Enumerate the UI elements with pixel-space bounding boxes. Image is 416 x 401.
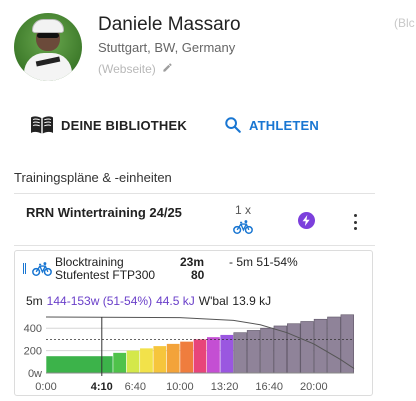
open-book-icon bbox=[31, 116, 53, 134]
workout-power-chart[interactable]: 400 200 0w0:00 4:10 6:40 10:00 13:20 16:40 20:00 bbox=[15, 313, 372, 395]
avatar[interactable] bbox=[14, 13, 82, 81]
interval-stats: 5m 144-153w (51-54%) 44.5 kJ W'bal 13.9 … bbox=[26, 294, 271, 308]
athletes-button[interactable]: ATHLETEN bbox=[224, 113, 319, 137]
chart-bar-8 bbox=[206, 337, 220, 373]
avatar-jersey bbox=[24, 53, 72, 81]
avatar-sunglasses bbox=[37, 33, 59, 38]
stats-work: 44.5 kJ bbox=[156, 294, 195, 308]
chart-bar-5 bbox=[166, 343, 180, 373]
chart-bar-7 bbox=[193, 339, 207, 373]
plan-divider bbox=[14, 245, 375, 246]
website-field[interactable]: (Webseite) bbox=[98, 62, 173, 76]
chart-bar-4 bbox=[153, 346, 167, 373]
chart-bar-11 bbox=[246, 330, 261, 374]
library-button[interactable]: DEINE BIBLIOTHEK bbox=[30, 113, 187, 137]
workout-tss: 80 bbox=[191, 268, 205, 282]
chart-bar-13 bbox=[273, 325, 288, 374]
corner-label: (Blc bbox=[394, 16, 415, 30]
website-placeholder: (Webseite) bbox=[98, 62, 156, 76]
search-icon bbox=[225, 117, 241, 133]
avatar-helmet bbox=[32, 19, 64, 33]
library-button-label: DEINE BIBLIOTHEK bbox=[61, 117, 187, 133]
chart-bar-9 bbox=[220, 334, 234, 373]
workout-subtitle: Stufentest FTP300 bbox=[55, 268, 156, 282]
plan-title[interactable]: RRN Wintertraining 24/25 bbox=[26, 205, 182, 220]
chart-bar-2 bbox=[126, 350, 140, 373]
workout-duration: 23m bbox=[180, 255, 205, 269]
power-bolt-icon[interactable] bbox=[298, 212, 315, 229]
plan-count: 1 x bbox=[235, 203, 252, 217]
chart-y-tick-1: 200 bbox=[24, 346, 42, 358]
chart-y-tick-2: 0w bbox=[28, 368, 42, 380]
section-title: Trainingspläne & -einheiten bbox=[14, 170, 172, 185]
workout-name: Blocktraining bbox=[55, 255, 124, 269]
chart-bar-12 bbox=[260, 327, 274, 374]
bicycle-icon bbox=[233, 220, 253, 234]
chart-bar-10 bbox=[233, 332, 247, 374]
chart-x-tick-3: 10:00 bbox=[166, 381, 194, 393]
athlete-location: Stuttgart, BW, Germany bbox=[98, 40, 236, 55]
stats-wbal-label: W'bal bbox=[198, 294, 229, 308]
chart-x-tick-5: 16:40 bbox=[255, 381, 283, 393]
chart-bar-14 bbox=[287, 323, 301, 374]
stats-wbal-value: 13.9 kJ bbox=[232, 294, 272, 308]
workout-card[interactable]: Blocktraining Stufentest FTP300 23m 80 -… bbox=[14, 250, 373, 396]
chart-x-tick-2: 6:40 bbox=[125, 381, 146, 393]
chart-bar-6 bbox=[180, 341, 194, 373]
pencil-icon[interactable] bbox=[162, 62, 173, 76]
chart-bar-15 bbox=[300, 321, 314, 374]
athletes-button-label: ATHLETEN bbox=[249, 117, 319, 133]
bicycle-icon bbox=[32, 262, 52, 276]
chart-x-tick-1: 4:10 bbox=[91, 381, 113, 393]
stats-window: 5m bbox=[26, 294, 43, 308]
chart-bar-0 bbox=[46, 356, 113, 373]
chart-bar-17 bbox=[327, 316, 341, 374]
workout-interval: - 5m 51-54% bbox=[229, 255, 298, 269]
section-divider bbox=[14, 193, 375, 194]
athlete-name: Daniele Massaro bbox=[98, 14, 241, 35]
chart-bar-16 bbox=[313, 318, 328, 374]
chart-x-tick-4: 13:20 bbox=[211, 381, 239, 393]
chart-x-tick-0: 0:00 bbox=[35, 381, 56, 393]
stats-power: 144-153w (51-54%) bbox=[46, 294, 153, 308]
chart-bar-1 bbox=[113, 352, 127, 373]
chart-y-tick-0: 400 bbox=[24, 323, 42, 335]
chart-wbal-curve bbox=[45, 316, 355, 369]
chart-x-tick-6: 20:00 bbox=[300, 381, 328, 393]
more-options-icon[interactable] bbox=[347, 212, 363, 232]
chart-bar-3 bbox=[140, 348, 153, 373]
drag-handle-icon[interactable] bbox=[23, 263, 26, 274]
